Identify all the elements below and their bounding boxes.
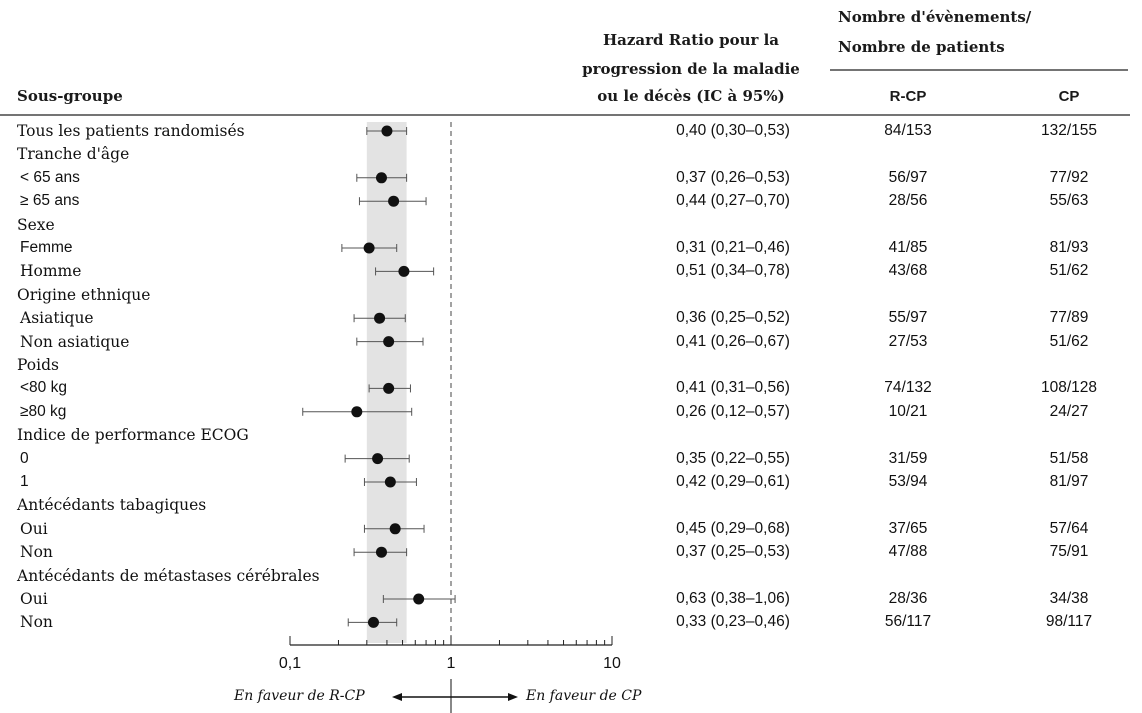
hr-value: 0,40 (0,30–0,53) [676, 122, 790, 139]
rcp-events: 37/65 [888, 519, 928, 537]
category-label: Tranche d'âge [17, 145, 130, 164]
cp-events: 108/128 [1040, 379, 1098, 397]
rcp-events: 55/97 [888, 309, 928, 327]
subgroup-label: Homme [20, 262, 82, 281]
hr-value: 0,41 (0,31–0,56) [676, 379, 790, 397]
hr-point [372, 453, 384, 465]
cp-events: 77/89 [1049, 309, 1089, 327]
subgroup-label: Tous les patients randomisés [17, 122, 245, 140]
hr-point [398, 265, 410, 277]
hr-point [375, 172, 387, 184]
header-events-line1: Nombre d'évènements/ [838, 8, 1032, 26]
hr-point [384, 476, 396, 488]
subgroup-label: ≥ 65 ans [20, 192, 80, 210]
hr-value: 0,37 (0,25–0,53) [676, 543, 790, 561]
hr-value: 0,51 (0,34–0,78) [676, 262, 790, 280]
cp-events: 132/155 [1040, 122, 1098, 139]
cp-events: 77/92 [1049, 168, 1089, 186]
header-hazard-ratio-line1: Hazard Ratio pour la [602, 31, 780, 49]
category-label: Poids [17, 356, 59, 374]
subgroup-label: <80 kg [20, 379, 67, 397]
subgroup-label: 0 [20, 449, 29, 467]
rcp-events: 28/56 [888, 192, 928, 210]
header-subgroup: Sous-groupe [17, 87, 123, 105]
hr-point [389, 523, 401, 535]
hr-value: 0,63 (0,38–1,06) [676, 590, 790, 607]
subgroup-label: ≥80 kg [20, 402, 67, 420]
hr-point [375, 546, 387, 558]
hr-value: 0,26 (0,12–0,57) [676, 402, 790, 420]
cp-events: 51/62 [1049, 332, 1089, 350]
subgroup-label: Non asiatique [20, 332, 130, 351]
cp-events: 75/91 [1049, 543, 1089, 561]
rcp-events: 47/88 [888, 543, 928, 561]
rcp-events: 53/94 [888, 473, 928, 490]
cp-events: 55/63 [1049, 192, 1089, 210]
hr-value: 0,37 (0,26–0,53) [676, 168, 790, 186]
favor-left-label: En faveur de R-CP [234, 688, 365, 704]
header-col-rcp: R-CP [889, 88, 927, 105]
x-tick-label: 1 [447, 655, 456, 672]
hr-point [351, 406, 363, 418]
subgroup-label: Femme [20, 239, 73, 256]
hr-point [367, 616, 379, 628]
x-tick-label: 10 [603, 655, 621, 672]
hr-value: 0,33 (0,23–0,46) [676, 613, 790, 631]
hr-point [381, 125, 393, 137]
hr-value: 0,42 (0,29–0,61) [676, 473, 790, 490]
rcp-events: 84/153 [884, 122, 932, 139]
hr-point [374, 312, 386, 324]
rcp-events: 43/68 [888, 262, 928, 280]
category-label: Indice de performance ECOG [17, 426, 249, 445]
cp-events: 24/27 [1049, 402, 1089, 420]
cp-events: 51/58 [1049, 449, 1089, 467]
rcp-events: 27/53 [888, 332, 928, 350]
favor-arrow-right-head [508, 693, 518, 701]
favor-arrow-left-head [392, 693, 402, 701]
x-tick-label: 0,1 [279, 655, 301, 672]
hr-point [383, 336, 395, 348]
rcp-events: 31/59 [888, 449, 928, 467]
cp-events: 34/38 [1049, 590, 1089, 607]
subgroup-label: Non [20, 543, 53, 562]
cp-events: 98/117 [1045, 613, 1093, 631]
category-label: Antécédants tabagiques [17, 496, 207, 515]
rcp-events: 56/117 [884, 613, 932, 631]
category-label: Antécédants de métastases cérébrales [17, 566, 320, 585]
rcp-events: 10/21 [888, 402, 928, 420]
hr-point [388, 195, 400, 207]
category-label: Sexe [17, 215, 55, 234]
hr-point [383, 382, 395, 394]
hr-value: 0,41 (0,26–0,67) [676, 332, 790, 350]
hr-value: 0,35 (0,22–0,55) [676, 449, 790, 467]
category-label: Origine ethnique [17, 285, 151, 304]
hr-value: 0,31 (0,21–0,46) [676, 239, 790, 256]
cp-events: 51/62 [1049, 262, 1089, 280]
subgroup-label: Oui [20, 519, 48, 538]
overall-ci-band [366, 122, 407, 643]
hr-point [413, 593, 425, 605]
header-hazard-ratio-line3: ou le décès (IC à 95%) [597, 87, 785, 105]
subgroup-label: Oui [20, 590, 48, 608]
header-col-cp: CP [1058, 88, 1080, 105]
subgroup-label: Asiatique [20, 309, 94, 328]
favor-right-label: En faveur de CP [526, 688, 642, 704]
subgroup-label: < 65 ans [20, 168, 80, 186]
hr-value: 0,36 (0,25–0,52) [676, 309, 790, 327]
rcp-events: 41/85 [888, 239, 928, 256]
rcp-events: 28/36 [888, 590, 928, 607]
subgroup-label: 1 [20, 473, 29, 490]
rcp-events: 74/132 [884, 379, 932, 397]
header-events-line2: Nombre de patients [838, 38, 1005, 56]
cp-events: 57/64 [1049, 519, 1089, 537]
hr-point [363, 242, 375, 254]
subgroup-label: Non [20, 613, 53, 632]
header-hazard-ratio-line2: progression de la maladie [582, 60, 800, 78]
cp-events: 81/93 [1049, 239, 1089, 256]
hr-value: 0,44 (0,27–0,70) [676, 192, 790, 210]
hr-value: 0,45 (0,29–0,68) [676, 519, 790, 537]
rcp-events: 56/97 [888, 168, 928, 186]
cp-events: 81/97 [1049, 473, 1089, 490]
